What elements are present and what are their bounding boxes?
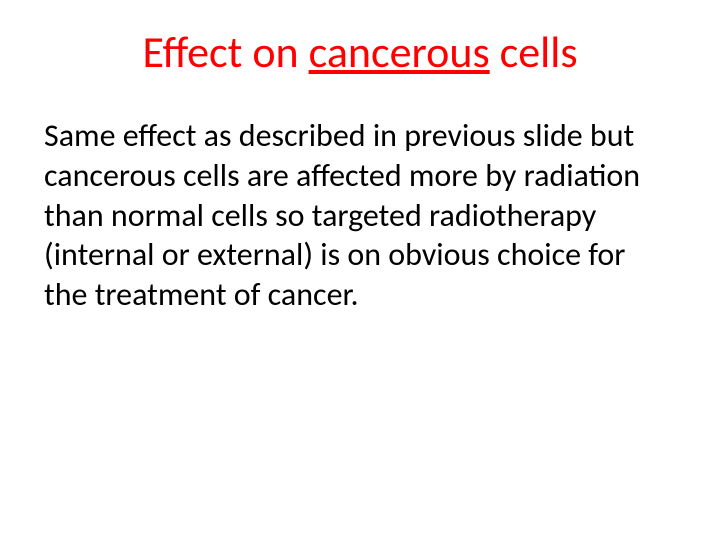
slide-container: Effect on cancerous cells Same effect as… <box>0 0 720 540</box>
title-prefix: Effect on <box>142 25 308 79</box>
title-underlined-word: cancerous <box>309 25 490 79</box>
slide-title: Effect on cancerous cells <box>40 28 680 76</box>
title-suffix: cells <box>490 25 578 79</box>
slide-body-text: Same effect as described in previous sli… <box>40 116 680 314</box>
